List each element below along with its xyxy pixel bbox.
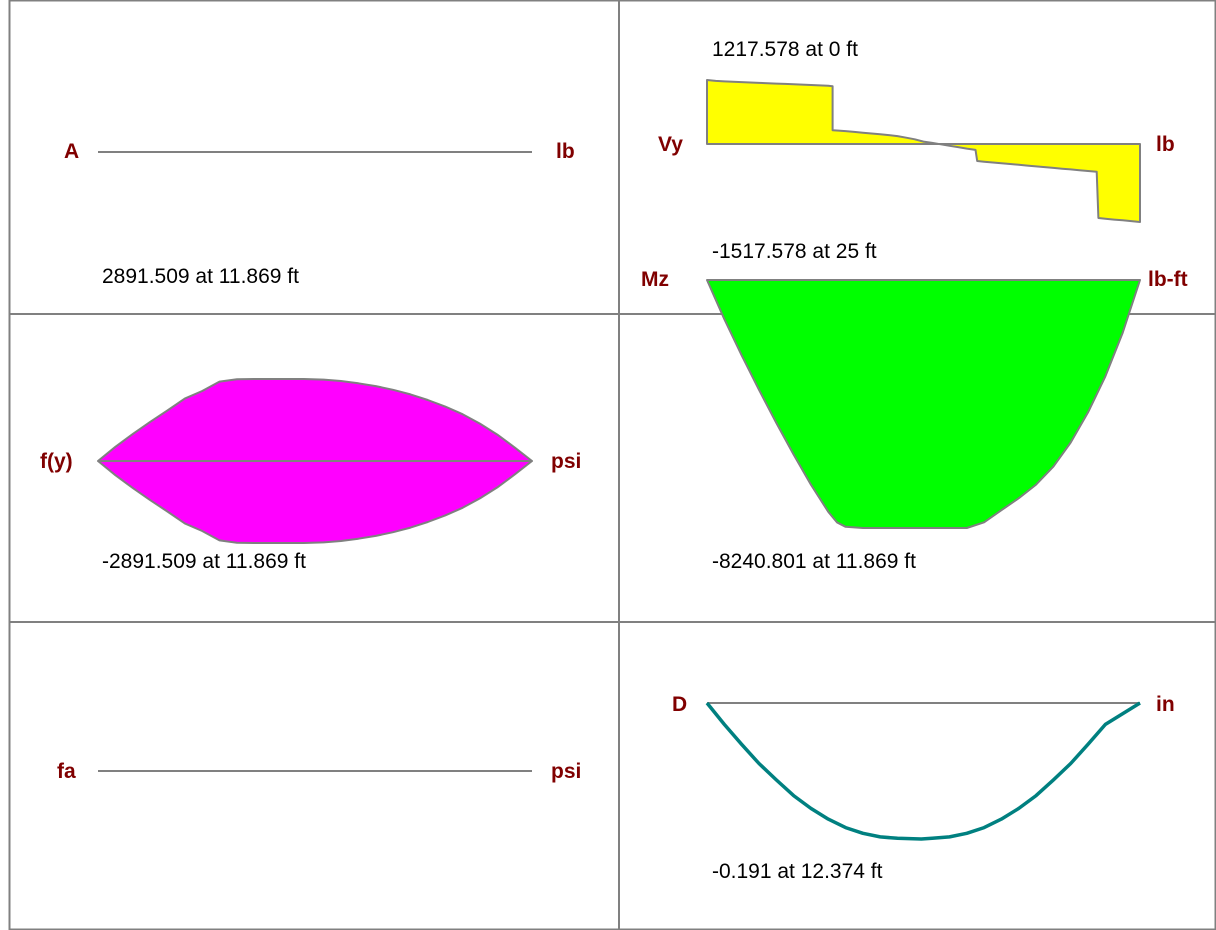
deflection-min-label: -0.191 at 12.374 ft (712, 860, 883, 883)
moment-left-label: Mz (641, 268, 669, 291)
stress-min-label: -2891.509 at 11.869 ft (102, 550, 306, 573)
moment-min-label: -8240.801 at 11.869 ft (712, 550, 916, 573)
axial-left-label: A (64, 140, 80, 163)
shear-area (706, 79, 1141, 223)
deflection-curve (705, 701, 1141, 841)
shear-min-label: -1517.578 at 25 ft (712, 240, 877, 263)
stress-left-label: f(y) (40, 450, 73, 473)
moment-unit-label: lb-ft (1148, 268, 1188, 291)
shear-max-label: 1217.578 at 0 ft (712, 38, 858, 61)
deflection-unit-label: in (1156, 693, 1175, 716)
deflection-left-label: D (672, 693, 688, 716)
diagram-plots (97, 79, 1141, 841)
stress-max-label: 2891.509 at 11.869 ft (102, 265, 299, 288)
moment-area (706, 279, 1141, 529)
axial-stress-unit-label: psi (551, 760, 582, 783)
shear-unit-label: lb (1156, 133, 1175, 156)
axial-unit-label: lb (556, 140, 575, 163)
axial-stress-left-label: fa (57, 760, 76, 783)
shear-left-label: Vy (658, 133, 683, 156)
stress-unit-label: psi (551, 450, 582, 473)
